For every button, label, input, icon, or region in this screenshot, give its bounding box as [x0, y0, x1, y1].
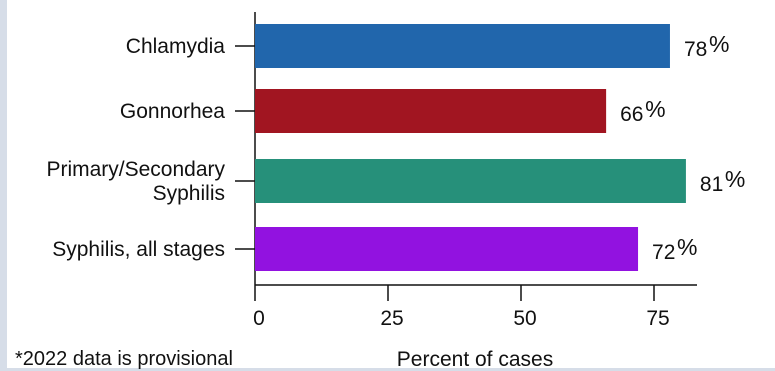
x-tick-label-0: 0: [253, 307, 265, 330]
value-suffix-0: %: [709, 31, 729, 57]
bar-1: [255, 89, 607, 133]
category-label-0: Chlamydia: [126, 35, 226, 58]
x-tick-label-1: 25: [380, 307, 403, 330]
bar-2: [255, 159, 686, 203]
category-label-2-0: Primary/Secondary: [46, 158, 225, 181]
value-suffix-2: %: [725, 166, 745, 192]
x-tick-label-2: 50: [513, 307, 536, 330]
x-axis-title: Percent of cases: [397, 348, 553, 368]
category-label-2-1: Syphilis: [153, 182, 225, 205]
value-suffix-3: %: [677, 234, 697, 260]
value-suffix-1: %: [645, 96, 665, 122]
footnote: *2022 data is provisional: [15, 348, 233, 370]
bar-3: [255, 227, 639, 271]
value-label-2: 81: [700, 173, 723, 196]
bar-0: [255, 24, 670, 68]
x-tick-label-3: 75: [646, 307, 669, 330]
value-label-3: 72: [652, 241, 675, 264]
bar-chart: Chlamydia 78 % Gonnorhea 66 % Primary/Secondar…: [46, 12, 745, 368]
value-label-0: 78: [684, 38, 707, 61]
category-label-3: Syphilis, all stages: [52, 238, 225, 261]
value-label-1: 66: [620, 103, 643, 126]
category-label-1: Gonnorhea: [120, 100, 225, 123]
chart-panel: Chlamydia 78% Gonnorhea 66% Primary/Secondar…: [7, 0, 775, 370]
